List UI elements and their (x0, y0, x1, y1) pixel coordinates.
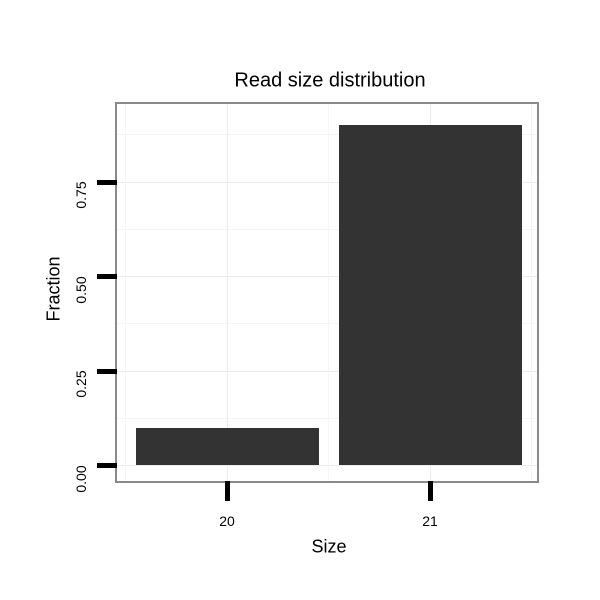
y-axis-title: Fraction (43, 256, 64, 322)
y-tick (97, 368, 117, 374)
y-tick-label: 0.75 (73, 181, 89, 209)
y-grid-minor (117, 134, 537, 136)
y-tick (97, 274, 117, 279)
plot-panel (115, 102, 539, 483)
bar (135, 427, 319, 466)
x-grid-minor (328, 104, 329, 481)
y-tick (97, 179, 117, 185)
chart-title: Read size distribution (234, 69, 426, 92)
y-tick-label: 0.00 (73, 464, 89, 493)
x-axis-title: Size (311, 536, 347, 557)
bar (338, 125, 522, 466)
x-tick-label: 21 (422, 513, 438, 529)
y-grid-minor (117, 417, 537, 419)
x-tick (427, 481, 433, 501)
y-grid-major (117, 181, 537, 183)
x-grid-major (226, 104, 228, 481)
x-grid-minor (531, 104, 532, 481)
y-grid-major (117, 276, 537, 277)
x-tick (224, 481, 230, 501)
y-grid-minor (117, 228, 537, 230)
y-tick-label: 0.50 (73, 275, 89, 304)
y-tick-label: 0.25 (73, 370, 89, 398)
y-grid-minor (117, 323, 537, 325)
y-grid-major (117, 370, 537, 372)
y-grid-major (117, 465, 537, 466)
x-tick-label: 20 (219, 513, 235, 529)
x-grid-minor (125, 104, 126, 481)
y-tick (97, 463, 117, 468)
